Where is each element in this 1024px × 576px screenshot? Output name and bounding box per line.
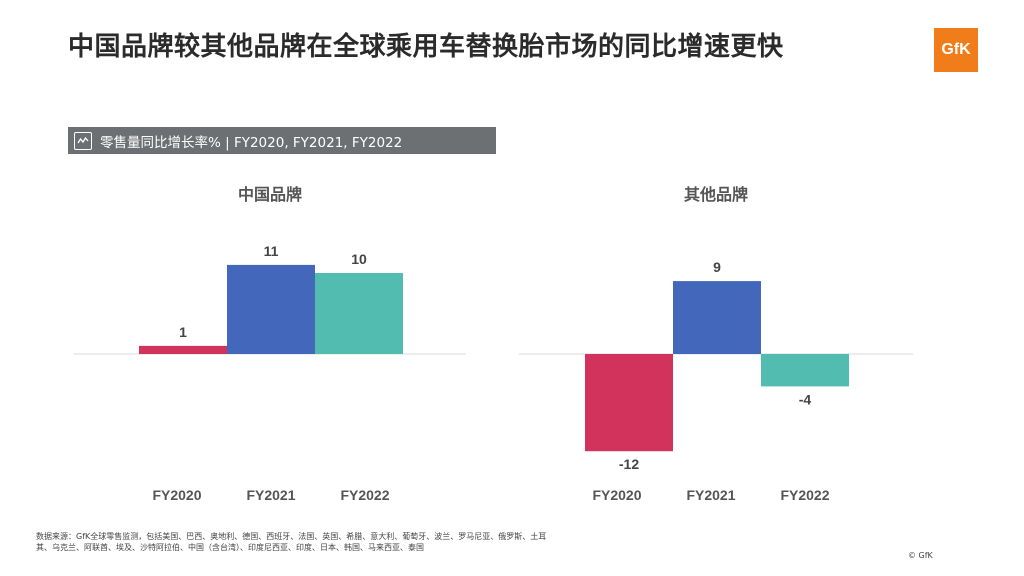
chart-subtitle: 零售量同比增长率% | FY2020, FY2021, FY2022 xyxy=(100,134,403,151)
bar-fy2022 xyxy=(761,354,849,387)
data-label: 10 xyxy=(351,251,367,267)
line-chart-icon xyxy=(74,131,92,150)
data-label: 11 xyxy=(264,243,279,259)
bar-fy2021 xyxy=(673,281,761,354)
bar-fy2022 xyxy=(315,273,403,354)
category-label: FY2020 xyxy=(152,487,201,503)
chart-subtitle-bar: 零售量同比增长率% | FY2020, FY2021, FY2022 xyxy=(68,127,496,154)
data-label: -12 xyxy=(619,456,639,472)
bar-fy2020 xyxy=(585,354,673,452)
panel-title-others: 其他品牌 xyxy=(683,185,749,204)
category-label: FY2021 xyxy=(246,487,295,503)
data-label: -4 xyxy=(799,391,812,407)
source-note: 数据来源：GfK全球零售监测，包括美国、巴西、奥地利、德国、西班牙、法国、英国、… xyxy=(36,532,547,552)
bar-fy2020 xyxy=(139,345,227,354)
category-label: FY2020 xyxy=(592,487,641,503)
data-label: 1 xyxy=(179,324,187,340)
copyright: © GfK xyxy=(908,551,933,560)
category-label: FY2021 xyxy=(686,487,735,503)
category-label: FY2022 xyxy=(340,487,389,503)
bar-fy2021 xyxy=(227,264,315,354)
gfk-logo: GfK xyxy=(934,28,978,72)
category-label: FY2022 xyxy=(780,487,829,503)
data-label: 9 xyxy=(713,259,721,275)
page-title: 中国品牌较其他品牌在全球乘用车替换胎市场的同比增速更快 xyxy=(68,32,784,62)
panel-title-china: 中国品牌 xyxy=(237,185,303,204)
